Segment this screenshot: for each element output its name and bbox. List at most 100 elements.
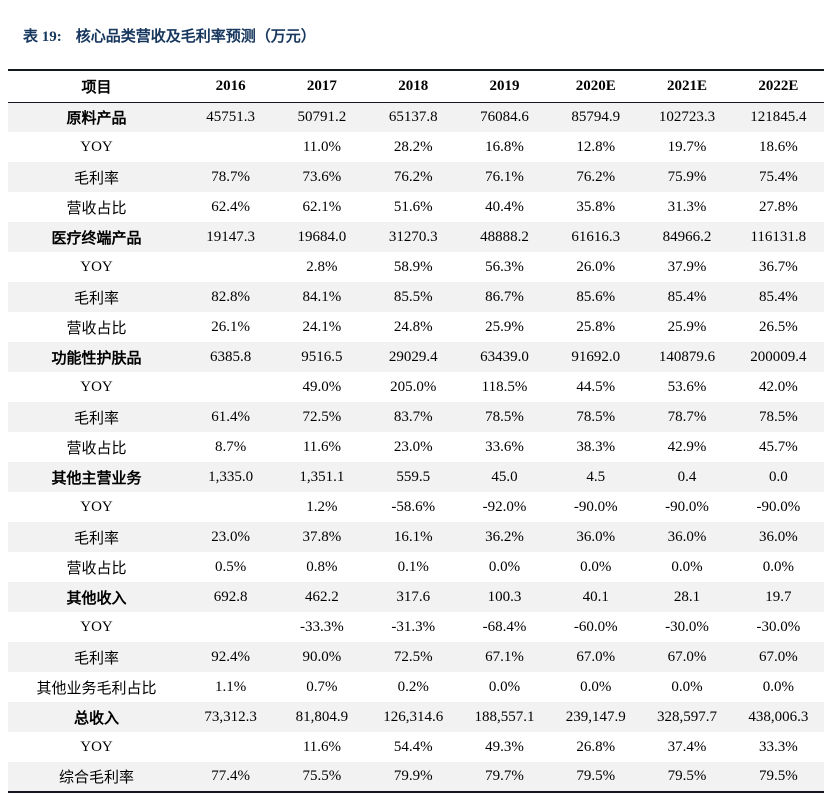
cell-value: 317.6	[396, 588, 431, 605]
cell-value	[185, 252, 276, 282]
cell-value: 200009.4	[750, 348, 807, 365]
cell-value: 85794.9	[571, 108, 621, 125]
cell-value: 67.0%	[576, 648, 616, 665]
cell-value: 61.4%	[211, 408, 251, 425]
cell-value: 0.2%	[397, 678, 429, 695]
cell-value: 1.2%	[306, 498, 338, 515]
cell-value: 36.2%	[485, 528, 524, 545]
cell-value: 78.7%	[667, 408, 707, 425]
cell-value: 11.6%	[302, 738, 342, 755]
cell-value: 91692.0	[571, 348, 621, 365]
row-label: 综合毛利率	[58, 770, 134, 786]
cell-value: 73.6%	[302, 168, 342, 185]
cell-value: 100.3	[487, 588, 522, 605]
cell-value: 84966.2	[662, 228, 712, 245]
cell-value: 0.0	[768, 468, 788, 485]
cell-value: 85.6%	[576, 288, 616, 305]
cell-value: 1,351.1	[299, 468, 345, 485]
cell-value: 35.8%	[576, 198, 616, 215]
table-row: 营收占比 8.7% 11.6% 23.0% 33.6% 38.3% 42.9% 45.7%	[8, 432, 824, 462]
table-title-text: 核心品类营收及毛利率预测（万元）	[75, 29, 316, 45]
column-header-year: 2022E	[732, 70, 824, 103]
cell-value: 75.9%	[667, 168, 707, 185]
table-row: 毛利率 92.4% 90.0% 72.5% 67.1% 67.0% 67.0% 67.0%	[8, 642, 824, 672]
cell-value: 28.2%	[393, 138, 433, 155]
cell-value: 62.1%	[302, 198, 342, 215]
table-row: YOY -33.3% -31.3% -68.4% -60.0% -30.0% -30.0%	[8, 612, 824, 642]
cell-value: 19.7	[765, 588, 792, 605]
table-row: 原料产品 45751.3 50791.2 65137.8 76084.6 85794.9 1…	[8, 102, 824, 132]
row-label: 营收占比	[66, 560, 127, 577]
cell-value: 75.5%	[302, 768, 342, 784]
cell-value: 44.5%	[576, 378, 616, 395]
table-row: YOY 11.6% 54.4% 49.3% 26.8% 37.4% 33.3%	[8, 732, 824, 762]
cell-value: 78.5%	[485, 408, 524, 425]
cell-value: 82.8%	[211, 288, 251, 305]
row-label: 毛利率	[73, 290, 119, 307]
cell-value: 45.7%	[758, 438, 798, 455]
cell-value: 72.5%	[393, 648, 433, 665]
cell-value: 28.1	[673, 588, 701, 605]
cell-value	[185, 732, 276, 762]
cell-value: 37.8%	[302, 528, 342, 545]
cell-value: 56.3%	[485, 258, 524, 275]
cell-value: 1.1%	[215, 678, 247, 695]
cell-value: 79.7%	[485, 768, 524, 784]
table-row: YOY 1.2% -58.6% -92.0% -90.0% -90.0% -90.0%	[8, 492, 824, 522]
table-row: 毛利率 82.8% 84.1% 85.5% 86.7% 85.6% 85.4% 85.4%	[8, 282, 824, 312]
cell-value: 692.8	[213, 588, 248, 605]
table-row: 毛利率 61.4% 72.5% 83.7% 78.5% 78.5% 78.7% 78.5%	[8, 402, 824, 432]
row-label: 其他主营业务	[51, 470, 142, 487]
row-label: 营收占比	[66, 320, 127, 337]
cell-value: 76.1%	[485, 168, 524, 185]
table-row: YOY 49.0% 205.0% 118.5% 44.5% 53.6% 42.0%	[8, 372, 824, 402]
cell-value: 0.1%	[397, 558, 429, 575]
cell-value: -58.6%	[391, 498, 436, 515]
cell-value: 559.5	[396, 468, 431, 485]
cell-value: 63439.0	[480, 348, 529, 365]
column-header-year: 2020E	[550, 70, 642, 103]
row-label: 营收占比	[66, 200, 127, 217]
cell-value: 48888.2	[480, 228, 529, 245]
cell-value: 11.6%	[302, 438, 342, 455]
cell-value: 79.5%	[758, 768, 798, 784]
cell-value: 79.5%	[667, 768, 707, 784]
row-label: 医疗终端产品	[51, 230, 142, 247]
cell-value: 116131.8	[750, 228, 807, 245]
cell-value: 33.3%	[758, 738, 798, 755]
cell-value: 26.5%	[758, 318, 798, 335]
cell-value: 45751.3	[206, 108, 256, 125]
cell-value: 40.1	[582, 588, 609, 605]
cell-value	[185, 372, 276, 402]
cell-value: 188,557.1	[474, 708, 535, 725]
table-row: 营收占比 62.4% 62.1% 51.6% 40.4% 35.8% 31.3% 27.8%	[8, 192, 824, 222]
row-label: 毛利率	[73, 650, 119, 667]
row-label: YOY	[80, 258, 113, 275]
cell-value: 67.0%	[667, 648, 707, 665]
table-row: 其他主营业务 1,335.0 1,351.1 559.5 45.0 4.5 0.4 0.0	[8, 462, 824, 492]
cell-value: 36.0%	[576, 528, 616, 545]
table-row: 综合毛利率 77.4% 75.5% 79.9% 79.7% 79.5% 79.5% 79.5%	[8, 762, 824, 792]
revenue-forecast-table: 项目 2016 2017 2018 2019 2020E 2021E 2022E 原料产品 45…	[8, 69, 824, 793]
table-title: 表 19: 核心品类营收及毛利率预测（万元）	[8, 6, 824, 69]
table-row: 毛利率 78.7% 73.6% 76.2% 76.1% 76.2% 75.9% 75.4%	[8, 162, 824, 192]
cell-value: 84.1%	[302, 288, 342, 305]
cell-value: 78.5%	[758, 408, 798, 425]
cell-value: 51.6%	[393, 198, 433, 215]
cell-value: -31.3%	[391, 618, 436, 635]
header-row: 项目 2016 2017 2018 2019 2020E 2021E 2022E	[8, 70, 824, 103]
cell-value: 42.9%	[667, 438, 707, 455]
cell-value: 8.7%	[215, 438, 247, 455]
cell-value: 0.7%	[306, 678, 338, 695]
cell-value: 78.7%	[211, 168, 251, 185]
cell-value: 76.2%	[393, 168, 433, 185]
cell-value: 24.8%	[393, 318, 433, 335]
cell-value: 23.0%	[211, 528, 251, 545]
cell-value: 36.7%	[758, 258, 798, 275]
cell-value: 6385.8	[210, 348, 252, 365]
cell-value: 26.0%	[576, 258, 616, 275]
cell-value: 38.3%	[576, 438, 616, 455]
row-label: YOY	[80, 138, 113, 155]
table-row: 其他收入 692.8 462.2 317.6 100.3 40.1 28.1 19.7	[8, 582, 824, 612]
column-header-year: 2019	[458, 70, 551, 103]
